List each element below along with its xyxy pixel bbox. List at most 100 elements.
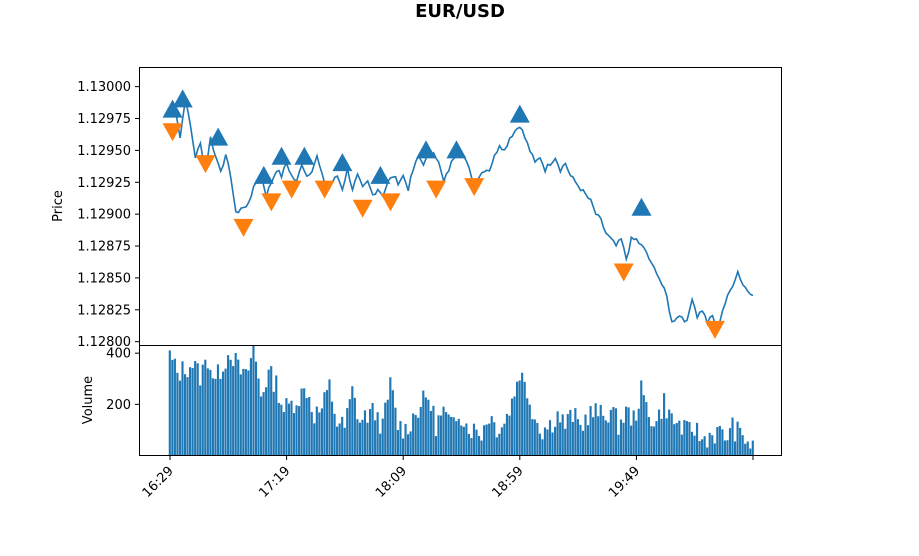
volume-bar xyxy=(488,423,491,456)
volume-bar xyxy=(445,412,448,456)
volume-bar xyxy=(183,374,187,456)
volume-bar xyxy=(508,415,511,456)
volume-bar xyxy=(201,364,204,456)
volume-bar xyxy=(422,390,425,456)
sell-signal-marker xyxy=(426,180,447,199)
volume-bar xyxy=(642,395,645,456)
volume-bar xyxy=(305,398,308,456)
volume-bar xyxy=(229,359,232,456)
volume-bar xyxy=(189,367,192,456)
volume-bar xyxy=(310,412,313,456)
volume-bar xyxy=(685,421,688,456)
price-y-tick-label: 1.12875 xyxy=(77,240,131,255)
volume-bar xyxy=(630,425,633,456)
buy-signal-marker xyxy=(631,197,652,216)
volume-bar xyxy=(498,433,501,456)
volume-bar xyxy=(655,421,658,456)
chart-title: EUR/USD xyxy=(415,1,505,22)
sell-signal-marker xyxy=(464,178,485,197)
volume-bar xyxy=(292,413,296,456)
sell-signal-marker xyxy=(314,180,335,199)
volume-bar xyxy=(556,411,559,456)
buy-signal-marker xyxy=(208,127,229,146)
volume-bar xyxy=(290,400,293,456)
volume-bar xyxy=(391,390,394,456)
volume-bar xyxy=(680,434,683,456)
volume-bar xyxy=(318,412,321,456)
price-panel: 1.12800 1.12825 1.12850 1.12875 1.12900 1.129… xyxy=(51,67,782,350)
volume-bar xyxy=(343,427,346,456)
volume-bar xyxy=(483,425,486,456)
volume-bar xyxy=(554,426,557,456)
volume-bar xyxy=(247,370,250,456)
volume-bar xyxy=(303,388,306,456)
volume-bar xyxy=(181,361,184,456)
volume-bar xyxy=(178,380,182,456)
volume-bar xyxy=(168,350,171,456)
volume-bar xyxy=(363,410,367,456)
volume-bar xyxy=(739,427,742,456)
sell-signal-marker xyxy=(613,263,634,282)
volume-bar xyxy=(472,423,476,456)
volume-bar xyxy=(693,435,696,456)
volume-bar xyxy=(741,435,744,456)
volume-bar xyxy=(668,409,671,456)
volume-bar xyxy=(277,402,280,456)
volume-bar xyxy=(462,426,465,456)
volume-bar xyxy=(612,407,615,456)
volume-bar xyxy=(371,402,374,456)
volume-bar xyxy=(749,448,752,456)
price-y-tick-label: 1.12900 xyxy=(77,208,131,223)
volume-bar xyxy=(348,399,351,456)
buy-signal-marker xyxy=(509,104,530,123)
volume-bar xyxy=(396,430,400,456)
volume-bar xyxy=(320,408,323,456)
volume-bar xyxy=(695,422,699,456)
volume-bar xyxy=(272,391,275,456)
volume-bar xyxy=(586,425,590,456)
volume-bar xyxy=(579,424,582,456)
volume-bar xyxy=(602,415,605,456)
volume-bar xyxy=(665,418,668,456)
volume-bar xyxy=(173,358,176,456)
volume-bar xyxy=(528,404,531,456)
volume-bar xyxy=(637,408,640,456)
volume-bar xyxy=(199,385,202,456)
buy-signal-marker xyxy=(332,153,353,172)
volume-bar xyxy=(541,439,544,456)
volume-bar xyxy=(211,378,214,456)
volume-bar xyxy=(597,416,600,456)
volume-bar xyxy=(366,422,369,456)
volume-bar xyxy=(698,441,701,456)
sell-signal-marker xyxy=(195,155,216,174)
volume-bar xyxy=(341,416,344,456)
volume-bar xyxy=(389,377,392,456)
buy-signal-marker xyxy=(370,165,391,184)
volume-bar xyxy=(594,403,597,456)
volume-bar xyxy=(576,419,579,456)
price-y-tick-label: 1.12925 xyxy=(77,176,131,191)
price-y-axis: 1.12800 1.12825 1.12850 1.12875 1.12900 1.129… xyxy=(77,80,140,350)
volume-bar xyxy=(437,415,440,456)
volume-bar xyxy=(475,429,478,456)
volume-bar xyxy=(744,443,747,456)
volume-bar xyxy=(328,379,331,456)
volume-bar xyxy=(186,377,189,456)
volume-bar xyxy=(718,425,721,456)
volume-bar xyxy=(191,367,194,456)
volume-bar xyxy=(267,369,270,456)
volume-bar xyxy=(465,423,468,456)
buy-signal-marker xyxy=(294,146,315,165)
sell-signal-markers xyxy=(162,123,725,339)
volume-bar xyxy=(510,398,514,456)
volume-bar xyxy=(627,407,630,456)
volume-bar xyxy=(675,423,678,456)
buy-signal-marker xyxy=(446,140,467,159)
volume-bar xyxy=(746,441,749,456)
volume-bar xyxy=(622,422,625,456)
volume-bar xyxy=(635,420,638,456)
volume-bar xyxy=(407,434,410,456)
sell-signal-marker xyxy=(704,320,725,339)
volume-bar xyxy=(673,424,676,456)
volume-bar xyxy=(244,369,247,456)
